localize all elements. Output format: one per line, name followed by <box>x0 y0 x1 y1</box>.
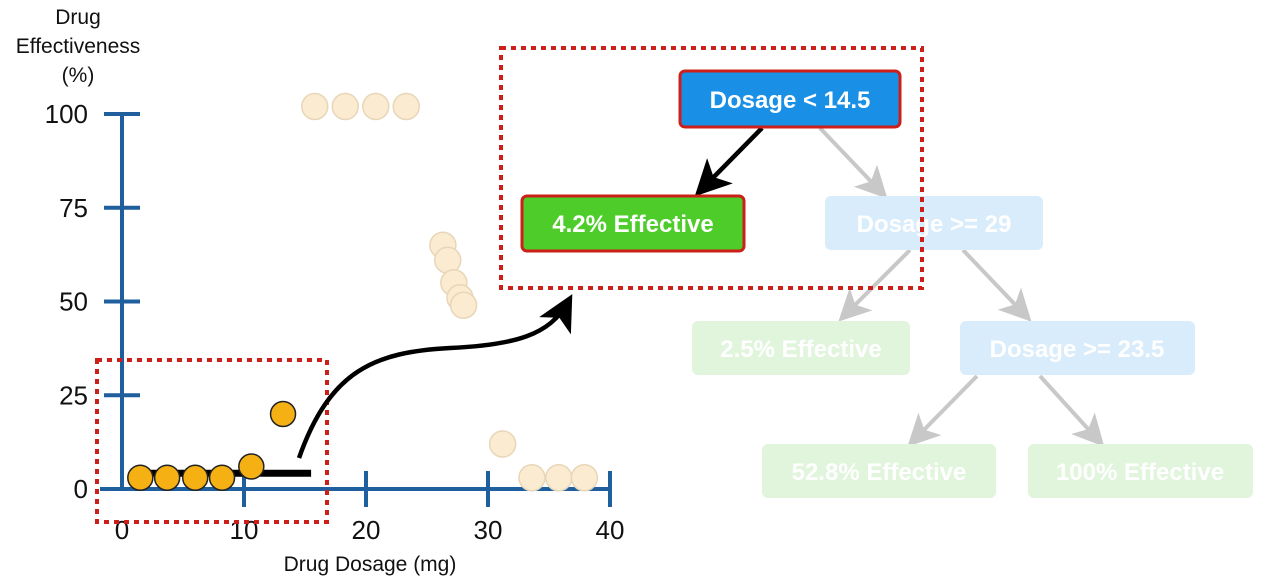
leaf-100-effective <box>1028 444 1253 498</box>
highlighted-data-point <box>153 464 181 491</box>
node-dosage-29-label: Dosage >= 29 <box>857 211 1012 238</box>
axis-ticks <box>104 112 612 507</box>
y-axis-title-line-2: Effectiveness <box>16 35 141 58</box>
leaf-2-5-effective <box>692 321 910 375</box>
node-dosage-29 <box>825 196 1043 250</box>
node-root-label: Dosage < 14.5 <box>710 87 871 114</box>
faded-data-point <box>570 464 599 492</box>
edge-node-23-5-to-leaf-100 <box>1038 374 1105 447</box>
highlight-box-tree <box>499 46 924 290</box>
curved-arrow <box>296 294 573 459</box>
edge-root-to-node-29 <box>818 126 888 199</box>
y-tick-label: 100 <box>45 99 88 129</box>
leaf-active-label: 4.2% Effective <box>552 211 713 238</box>
y-axis-title-line-1: Drug <box>55 6 101 29</box>
leaf-52-8-effective <box>762 444 996 498</box>
faded-data-point <box>362 92 390 121</box>
node-dosage-23-5-label: Dosage >= 23.5 <box>990 336 1165 363</box>
leaf-100-effective-label: 100% Effective <box>1056 459 1224 486</box>
highlighted-data-point <box>208 464 236 491</box>
leaf-2-5-effective-label: 2.5% Effective <box>720 336 881 363</box>
faded-data-point <box>488 430 517 458</box>
node-root-dosage-14-5 <box>678 69 902 129</box>
x-axis-title: Drug Dosage (mg) <box>284 553 457 576</box>
x-tick-labels: 0 10 20 30 40 <box>115 515 625 545</box>
leaf-52-8-effective-label: 52.8% Effective <box>792 459 967 486</box>
edge-node-29-to-leaf-2-5 <box>838 248 912 322</box>
y-tick-labels: 0 25 50 75 100 <box>45 99 88 504</box>
highlighted-data-point <box>181 464 209 491</box>
faded-data-point <box>545 464 573 492</box>
faded-data-point <box>331 92 360 121</box>
x-tick-label: 10 <box>230 515 259 545</box>
y-tick-label: 0 <box>74 474 88 504</box>
highlighted-points-group <box>127 400 297 491</box>
edge-node-23-5-to-leaf-52-8 <box>907 374 979 447</box>
faded-points-group <box>301 92 599 492</box>
edge-node-29-to-node-23-5 <box>961 248 1032 322</box>
highlighted-data-point <box>238 453 265 480</box>
y-axis-title-line-3: (%) <box>62 64 95 87</box>
x-tick-label: 0 <box>115 515 129 545</box>
highlight-box-low-dosage <box>95 358 329 524</box>
faded-data-point <box>449 291 478 319</box>
highlighted-data-point <box>269 400 297 428</box>
x-tick-label: 40 <box>596 515 625 545</box>
node-dosage-23-5 <box>960 321 1195 375</box>
leaf-active-4-2-effective <box>520 194 746 253</box>
highlighted-data-point <box>127 464 154 491</box>
y-tick-label: 75 <box>59 193 88 223</box>
x-tick-label: 30 <box>474 515 503 545</box>
faded-data-point <box>518 464 546 492</box>
faded-data-point <box>392 92 421 121</box>
y-tick-label: 25 <box>59 380 88 410</box>
y-tick-label: 50 <box>59 287 88 317</box>
faded-data-point <box>301 92 329 121</box>
edge-root-to-leaf-active <box>694 126 764 197</box>
x-tick-label: 20 <box>352 515 381 545</box>
